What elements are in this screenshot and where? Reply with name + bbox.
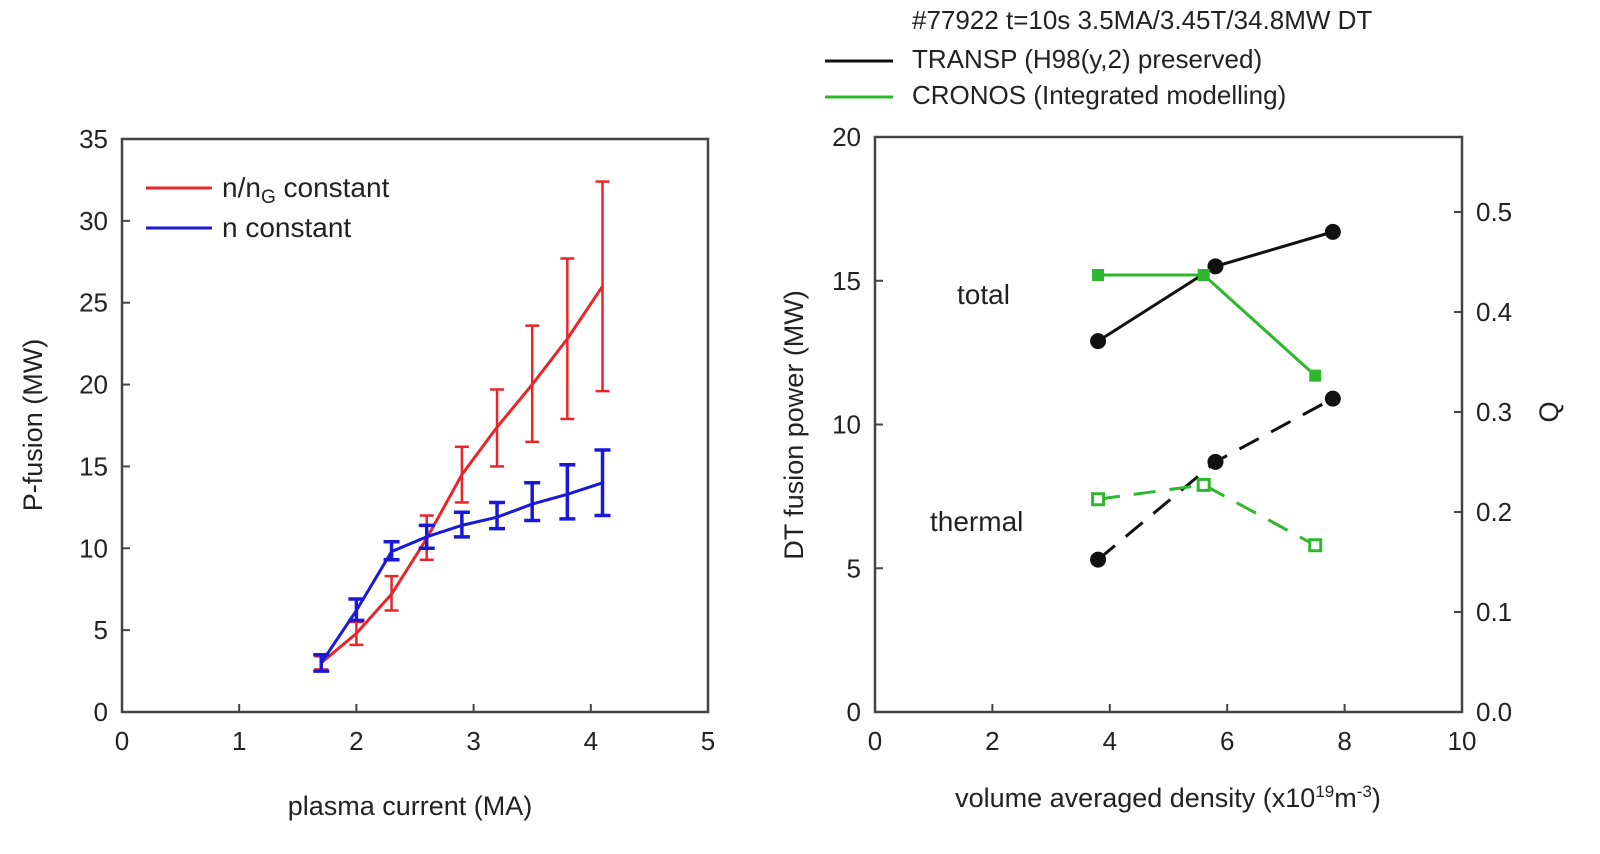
y-tick-label: 15 <box>832 266 861 296</box>
annotation-thermal: thermal <box>930 506 1023 537</box>
right-plot-frame <box>873 135 1464 714</box>
right-x-axis-label: volume averaged density (x1019m-3) <box>955 782 1381 813</box>
right-chart-title: #77922 t=10s 3.5MA/3.45T/34.8MW DT <box>912 5 1372 35</box>
right-chart: #77922 t=10s 3.5MA/3.45T/34.8MW DT TRANS… <box>779 5 1564 813</box>
data-point <box>1324 223 1341 240</box>
y2-tick-label: 0.0 <box>1476 697 1512 727</box>
data-point <box>1309 369 1322 382</box>
series-line <box>1097 483 1316 547</box>
x-tick-label: 1 <box>232 726 246 756</box>
y-tick-label: 25 <box>79 288 108 318</box>
annotation-total: total <box>957 279 1010 310</box>
data-point <box>1207 453 1224 470</box>
y-tick-label: 20 <box>79 370 108 400</box>
data-point <box>1324 390 1341 407</box>
left-legend: n/nG constant n constant <box>146 172 390 243</box>
y-tick-label: 5 <box>94 615 108 645</box>
y2-tick-label: 0.4 <box>1476 297 1512 327</box>
series-transp-thermal <box>1090 390 1341 568</box>
legend-label-n-constant: n constant <box>222 212 351 243</box>
y-tick-label: 15 <box>79 451 108 481</box>
y2-tick-label: 0.2 <box>1476 497 1512 527</box>
series-line <box>319 481 603 664</box>
series-line <box>1098 273 1317 377</box>
legend-label-n-ng-constant: n/nG constant <box>222 172 390 208</box>
y2-tick-label: 0.1 <box>1476 597 1512 627</box>
x-tick-label: 8 <box>1337 726 1351 756</box>
x-tick-label: 4 <box>584 726 598 756</box>
series-transp-total <box>1090 223 1341 350</box>
x-tick-label: 3 <box>466 726 480 756</box>
data-point <box>1197 269 1210 281</box>
data-point <box>1196 477 1211 492</box>
series-n-constant <box>313 448 611 673</box>
data-point <box>1308 538 1323 553</box>
data-point <box>1091 492 1106 507</box>
x-tick-label: 5 <box>701 726 715 756</box>
x-tick-label: 2 <box>985 726 999 756</box>
y-tick-label: 0 <box>847 697 861 727</box>
y2-tick-label: 0.3 <box>1476 397 1512 427</box>
y-tick-label: 0 <box>94 697 108 727</box>
x-tick-label: 6 <box>1220 726 1234 756</box>
series-line <box>1097 397 1334 561</box>
right-y-axis-label: DT fusion power (MW) <box>779 290 809 560</box>
y-tick-label: 5 <box>847 553 861 583</box>
x-tick-label: 4 <box>1103 726 1117 756</box>
left-y-axis-label: P-fusion (MW) <box>18 339 48 512</box>
y-tick-label: 10 <box>79 533 108 563</box>
legend-label-transp: TRANSP (H98(y,2) preserved) <box>912 44 1262 74</box>
y-tick-label: 20 <box>832 122 861 152</box>
series-cronos-total <box>1092 269 1322 382</box>
x-tick-label: 0 <box>868 726 882 756</box>
data-point <box>1092 269 1105 281</box>
left-chart: 0 1 2 3 4 5 0 5 10 15 20 25 30 35 plasma current (MA)… <box>18 124 715 821</box>
data-point <box>1090 551 1107 568</box>
series-cronos-thermal <box>1091 477 1323 553</box>
x-tick-label: 10 <box>1448 726 1477 756</box>
right-y2-axis-label: Q <box>1534 401 1564 422</box>
y-tick-label: 10 <box>832 410 861 440</box>
series-n-ng-constant <box>314 180 610 671</box>
x-tick-label: 0 <box>115 726 129 756</box>
y2-tick-label: 0.5 <box>1476 197 1512 227</box>
series-line <box>320 285 604 665</box>
legend-label-cronos: CRONOS (Integrated modelling) <box>912 80 1286 110</box>
x-tick-label: 2 <box>349 726 363 756</box>
y-tick-label: 30 <box>79 206 108 236</box>
data-point <box>1207 258 1224 275</box>
y-tick-label: 35 <box>79 124 108 154</box>
data-point <box>1090 333 1107 350</box>
left-x-axis-label: plasma current (MA) <box>288 791 533 821</box>
left-plot-frame <box>120 137 710 714</box>
